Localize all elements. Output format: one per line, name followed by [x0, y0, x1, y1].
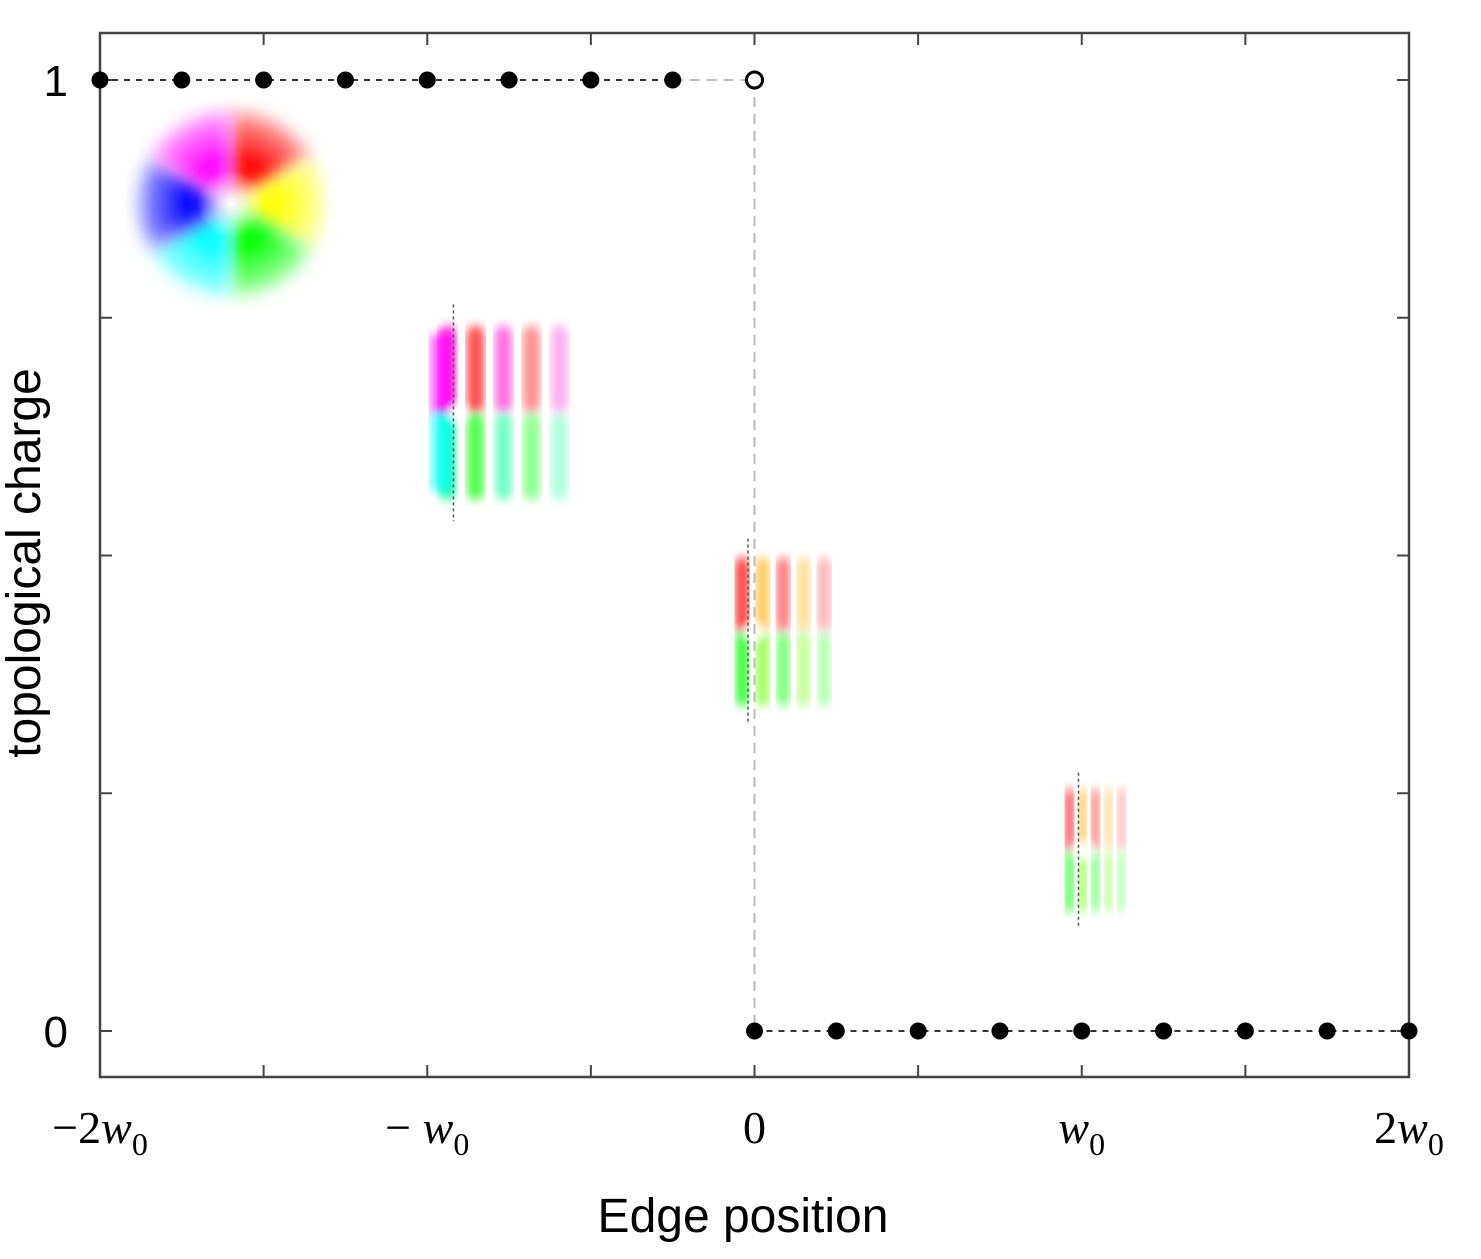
beam-inset — [735, 538, 831, 725]
x-tick-prefix: 2 — [1374, 1102, 1397, 1153]
data-point — [173, 71, 191, 89]
data-point — [909, 1022, 927, 1040]
beam-core — [441, 396, 474, 429]
x-tick-label: w0 — [1058, 1102, 1105, 1162]
data-point-open — [745, 70, 764, 90]
beam-inset — [431, 304, 568, 522]
x-tick-prefix: − — [385, 1102, 422, 1153]
beam-fringe — [1104, 850, 1113, 913]
data-point — [255, 71, 273, 89]
beam-fringe — [797, 631, 810, 707]
beam-fringe — [495, 412, 512, 501]
data-point — [1073, 1022, 1091, 1040]
beam-fringe — [1065, 850, 1074, 913]
x-axis-title: Edge position — [598, 1190, 889, 1243]
y-tick-label: 0 — [44, 1008, 68, 1057]
x-tick-prefix: −2 — [52, 1102, 101, 1153]
beam-fringe — [1104, 787, 1113, 851]
x-tick-subscript: 0 — [1089, 1126, 1105, 1162]
beam-fringe — [817, 631, 831, 707]
data-point — [418, 71, 436, 89]
data-point — [664, 71, 682, 89]
x-tick-subscript: 0 — [453, 1126, 469, 1162]
x-tick-label: 0 — [743, 1102, 766, 1153]
beam-fringe — [467, 325, 484, 413]
x-tick-variable: w — [423, 1102, 454, 1153]
beam-fringe — [431, 334, 454, 413]
beam-fringe — [1117, 850, 1126, 913]
beam-fringe — [756, 631, 769, 707]
beam-fringe — [523, 325, 540, 413]
beam-fringe — [1065, 787, 1074, 851]
beam-fringe — [817, 556, 831, 632]
x-tick-variable: w — [1058, 1102, 1089, 1153]
beam-inset — [1065, 772, 1126, 928]
beam-fringe — [495, 325, 512, 413]
x-tick-subscript: 0 — [1428, 1126, 1444, 1162]
beam-fringe — [551, 412, 568, 501]
beam-fringe — [1091, 850, 1100, 913]
beam-fringe — [776, 556, 790, 632]
beam-fringe — [1117, 787, 1126, 851]
beam-fringe — [797, 556, 810, 632]
beam-fringe — [523, 412, 540, 501]
beam-fringe — [735, 556, 749, 632]
data-point — [1400, 1022, 1418, 1040]
beam-insets — [110, 83, 1126, 928]
beam-core — [196, 169, 265, 238]
data-point — [1318, 1022, 1336, 1040]
data-point — [1236, 1022, 1254, 1040]
data-point — [336, 71, 354, 89]
data-points — [91, 70, 1418, 1040]
x-tick-variable: w — [101, 1102, 132, 1153]
data-point — [991, 1022, 1009, 1040]
data-point — [746, 1022, 763, 1040]
beam-inset — [110, 83, 351, 324]
x-tick-prefix: 0 — [743, 1102, 766, 1153]
data-point — [582, 71, 600, 89]
y-axis-title: topological charge — [0, 368, 51, 758]
beam-fringe — [756, 556, 769, 632]
beam-core — [1067, 834, 1100, 867]
data-point — [500, 71, 518, 89]
x-tick-label: − w0 — [385, 1102, 469, 1162]
x-tick-label: 2w0 — [1374, 1102, 1444, 1162]
beam-fringe — [735, 631, 749, 707]
data-point — [827, 1022, 845, 1040]
x-tick-variable: w — [1397, 1102, 1428, 1153]
beam-fringe — [1091, 787, 1100, 851]
y-tick-label: 1 — [44, 57, 68, 106]
beam-fringe — [776, 631, 790, 707]
beam-fringe — [551, 325, 568, 413]
x-tick-subscript: 0 — [132, 1126, 148, 1162]
x-tick-label: −2w0 — [52, 1102, 148, 1162]
beam-fringe — [431, 412, 454, 492]
axis-ticks: 01−2w0− w0 0 w0 2w0 — [44, 33, 1444, 1162]
data-point — [91, 71, 109, 89]
data-point — [1155, 1022, 1173, 1040]
beam-fringe — [467, 412, 484, 501]
